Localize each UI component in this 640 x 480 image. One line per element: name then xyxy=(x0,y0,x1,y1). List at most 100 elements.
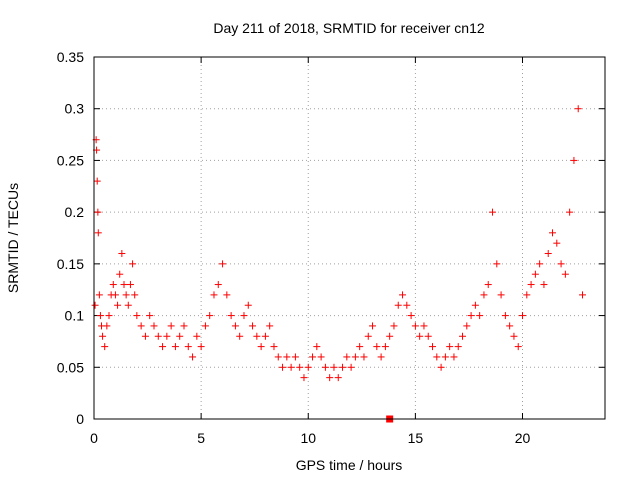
data-point xyxy=(124,301,132,309)
data-point xyxy=(527,281,535,289)
data-point xyxy=(266,322,274,330)
data-point xyxy=(407,312,415,320)
data-point xyxy=(429,343,437,351)
data-point xyxy=(163,332,171,340)
data-point xyxy=(510,332,518,340)
plot-frame xyxy=(93,56,606,420)
data-point xyxy=(574,105,582,113)
y-tick-label: 0.35 xyxy=(57,49,84,65)
data-point xyxy=(201,322,209,330)
data-point xyxy=(167,322,175,330)
data-point xyxy=(141,332,149,340)
data-point xyxy=(274,353,282,361)
axis-ticks: 0 0.05 0.1 0.15 0.2 0.25 0.3 0.35 0 5 10 15 20 xyxy=(57,49,605,446)
data-point xyxy=(137,322,145,330)
data-point xyxy=(300,374,308,382)
data-point xyxy=(94,229,102,237)
data-point xyxy=(317,353,325,361)
data-point xyxy=(420,322,428,330)
data-point xyxy=(133,312,141,320)
data-point xyxy=(347,363,355,371)
x-tick-label: 5 xyxy=(197,430,205,446)
data-point xyxy=(244,301,252,309)
data-point xyxy=(506,322,514,330)
data-point xyxy=(536,260,544,268)
data-point xyxy=(489,208,497,216)
data-point xyxy=(369,322,377,330)
data-point xyxy=(240,312,248,320)
data-point xyxy=(446,343,454,351)
data-point xyxy=(184,343,192,351)
y-tick-label: 0.15 xyxy=(57,256,84,272)
data-point xyxy=(249,322,257,330)
data-point xyxy=(381,343,389,351)
y-tick-label: 0 xyxy=(76,411,84,427)
data-point xyxy=(122,291,130,299)
data-point xyxy=(180,322,188,330)
data-point xyxy=(283,353,291,361)
y-tick-label: 0.05 xyxy=(57,359,84,375)
data-point xyxy=(454,343,462,351)
data-point xyxy=(176,332,184,340)
data-point xyxy=(399,291,407,299)
data-point xyxy=(95,291,103,299)
data-point xyxy=(120,281,128,289)
data-point xyxy=(377,353,385,361)
y-tick-label: 0.1 xyxy=(65,308,85,324)
data-point xyxy=(553,239,561,247)
data-point xyxy=(118,250,126,258)
y-tick-label: 0.25 xyxy=(57,152,84,168)
data-point xyxy=(193,332,201,340)
data-point xyxy=(126,281,134,289)
data-point xyxy=(279,363,287,371)
data-point xyxy=(437,363,445,371)
data-point xyxy=(540,281,548,289)
data-point xyxy=(471,301,479,309)
data-point xyxy=(493,260,501,268)
data-point xyxy=(131,291,139,299)
data-point xyxy=(270,343,278,351)
data-point xyxy=(364,332,372,340)
x-tick-label: 10 xyxy=(300,430,316,446)
data-point xyxy=(531,270,539,278)
data-point xyxy=(223,291,231,299)
data-point xyxy=(197,343,205,351)
data-point xyxy=(433,353,441,361)
data-point xyxy=(557,260,565,268)
data-point xyxy=(154,332,162,340)
data-point xyxy=(467,312,475,320)
data-point xyxy=(103,322,111,330)
data-point xyxy=(210,291,218,299)
data-point xyxy=(450,353,458,361)
data-point xyxy=(321,363,329,371)
data-point xyxy=(519,312,527,320)
data-point xyxy=(579,291,587,299)
data-point xyxy=(116,270,124,278)
data-point xyxy=(360,353,368,361)
data-point xyxy=(339,363,347,371)
data-point xyxy=(356,343,364,351)
data-point xyxy=(146,312,154,320)
data-point xyxy=(403,301,411,309)
data-point xyxy=(544,250,552,258)
chart-title: Day 211 of 2018, SRMTID for receiver cn1… xyxy=(213,20,485,36)
data-point xyxy=(373,343,381,351)
x-axis-label: GPS time / hours xyxy=(296,457,403,473)
data-point xyxy=(291,353,299,361)
data-point xyxy=(105,312,113,320)
data-point xyxy=(566,208,574,216)
data-point xyxy=(111,291,119,299)
data-point xyxy=(257,343,265,351)
data-point xyxy=(94,208,102,216)
data-point xyxy=(219,260,227,268)
data-points xyxy=(91,105,587,423)
y-tick-label: 0.3 xyxy=(65,101,85,117)
data-point xyxy=(236,332,244,340)
data-point xyxy=(351,353,359,361)
data-point xyxy=(150,322,158,330)
x-tick-label: 20 xyxy=(515,430,531,446)
data-point xyxy=(390,322,398,330)
data-point xyxy=(416,332,424,340)
data-point xyxy=(231,322,239,330)
data-point xyxy=(424,332,432,340)
